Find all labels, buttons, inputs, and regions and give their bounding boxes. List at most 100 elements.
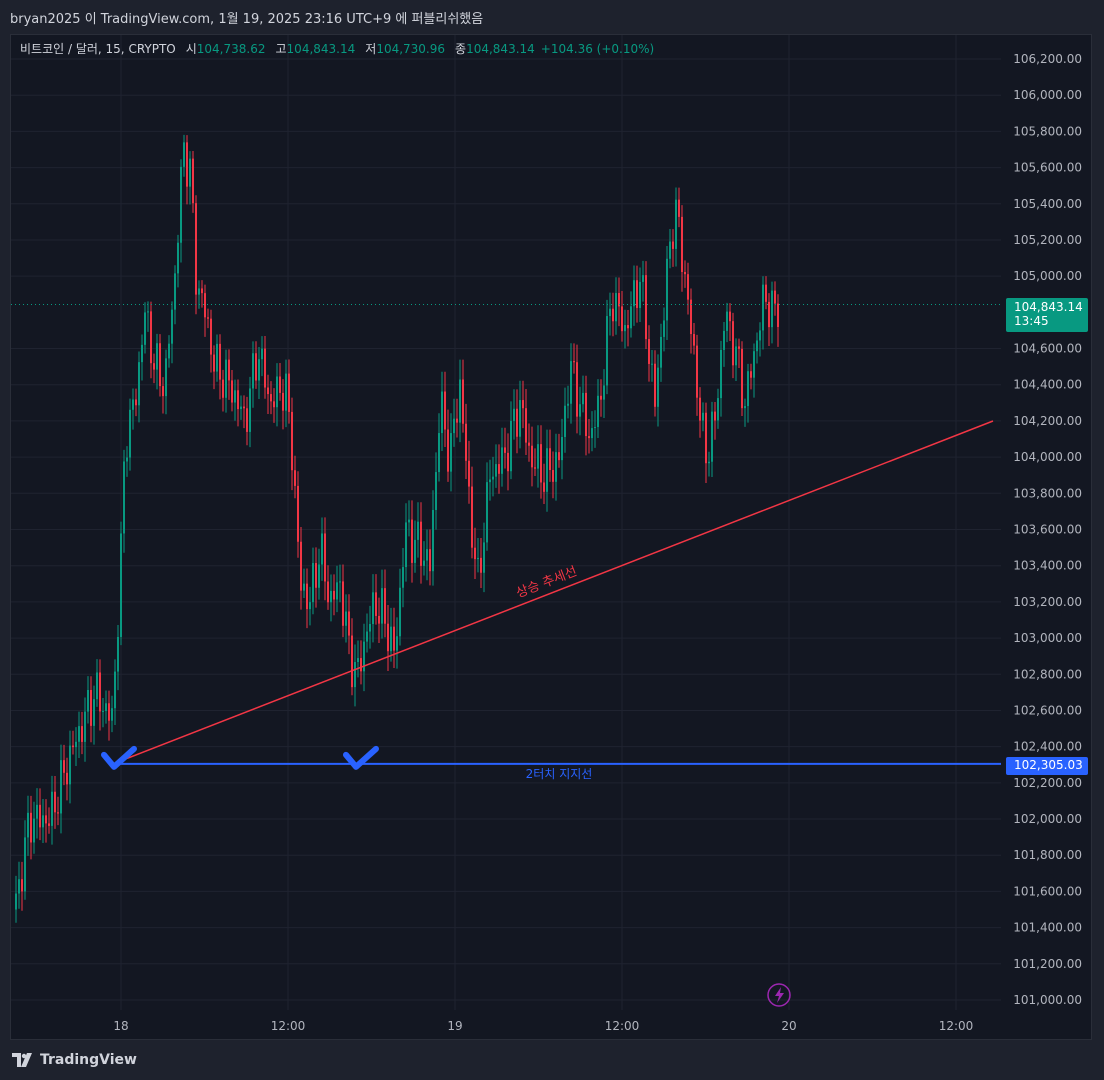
high-label: 고 — [275, 42, 287, 56]
grid-lines — [11, 35, 1001, 1010]
candle-body — [651, 363, 653, 365]
touch-check-icon — [101, 745, 137, 770]
candle-body — [558, 452, 560, 461]
candle-body — [189, 158, 191, 187]
candle-body — [480, 557, 482, 573]
candle-body — [627, 325, 629, 329]
candle-body — [519, 400, 521, 437]
candle-body — [585, 392, 587, 437]
candle-body — [159, 343, 161, 387]
price-axis[interactable]: 106,200.00 106,000.00 105,800.00 105,600.00… — [1013, 52, 1082, 1007]
candle-body — [276, 376, 278, 408]
candle-body — [153, 363, 155, 370]
candle-body — [378, 615, 380, 624]
price-tick-label: 103,400.00 — [1013, 559, 1082, 573]
candle-body — [714, 411, 716, 421]
candle-body — [138, 362, 140, 406]
candle-body — [549, 448, 551, 471]
candle-body — [21, 879, 23, 892]
candle-body — [354, 662, 356, 688]
publish-info: bryan2025 이 TradingView.com, 1월 19, 2025… — [0, 0, 1104, 34]
candle-body — [303, 583, 305, 591]
candle-body — [687, 274, 689, 300]
touch-check-icon — [343, 745, 379, 770]
candle-body — [405, 522, 407, 568]
candle-body — [270, 394, 272, 402]
candle-body — [318, 564, 320, 588]
candle-body — [381, 588, 383, 624]
candle-body — [693, 334, 695, 346]
time-tick-label: 12:00 — [605, 1019, 640, 1033]
candle-body — [453, 418, 455, 434]
candle-body — [675, 199, 677, 249]
price-tick-label: 104,600.00 — [1013, 342, 1082, 356]
candle-body — [27, 812, 29, 838]
price-tick-label: 101,400.00 — [1013, 921, 1082, 935]
price-tick-label: 101,200.00 — [1013, 957, 1082, 971]
candle-body — [465, 423, 467, 461]
lightning-icon[interactable] — [767, 983, 791, 1007]
time-axis[interactable]: 18 12:00 19 12:00 20 12:00 — [113, 1019, 973, 1033]
candle-body — [672, 241, 674, 249]
candle-body — [84, 711, 86, 742]
support-price-badge: 102,305.03 — [1006, 757, 1088, 775]
price-tick-label: 104,200.00 — [1013, 414, 1082, 428]
candle-body — [471, 486, 473, 548]
candle-body — [768, 301, 770, 328]
candle-body — [702, 412, 704, 421]
price-tick-label: 106,200.00 — [1013, 52, 1082, 66]
candle-body — [723, 330, 725, 350]
price-tick-label: 102,600.00 — [1013, 703, 1082, 717]
candle-body — [726, 311, 728, 331]
candle-body — [48, 823, 50, 826]
open-value: 104,738.62 — [196, 42, 266, 56]
candle-body — [630, 306, 632, 329]
candle-body — [228, 359, 230, 381]
candle-body — [561, 436, 563, 461]
tradingview-logo-text[interactable]: TradingView — [40, 1052, 137, 1068]
candle-body — [720, 349, 722, 399]
candle-body — [42, 815, 44, 828]
candle-body — [564, 405, 566, 437]
candle-body — [462, 379, 464, 424]
candle-body — [237, 390, 239, 410]
candle-body — [75, 741, 77, 748]
candle-body — [489, 479, 491, 483]
candle-body — [333, 590, 335, 600]
candle-body — [486, 482, 488, 543]
candle-body — [708, 461, 710, 464]
candle-body — [426, 549, 428, 561]
candle-body — [678, 199, 680, 217]
candle-body — [450, 433, 452, 472]
candle-body — [363, 641, 365, 672]
tradingview-logo-icon — [12, 1053, 32, 1067]
time-tick-label: 12:00 — [271, 1019, 306, 1033]
candle-body — [423, 560, 425, 566]
candle-body — [528, 442, 530, 446]
candle-body — [240, 406, 242, 410]
candle-body — [252, 353, 254, 389]
candle-body — [219, 343, 221, 380]
price-tick-label: 102,800.00 — [1013, 667, 1082, 681]
price-tick-label: 101,600.00 — [1013, 884, 1082, 898]
candle-body — [255, 353, 257, 381]
price-tick-label: 101,800.00 — [1013, 848, 1082, 862]
candle-body — [183, 142, 185, 167]
candle-body — [321, 533, 323, 565]
candle-body — [615, 293, 617, 322]
candle-body — [624, 325, 626, 332]
candle-body — [573, 361, 575, 363]
candle-body — [492, 476, 494, 480]
candle-body — [33, 818, 35, 843]
candle-body — [645, 275, 647, 340]
uptrend-line[interactable] — [112, 420, 994, 765]
candle-body — [579, 404, 581, 417]
candle-body — [510, 420, 512, 472]
candle-body — [348, 611, 350, 636]
symbol-name[interactable]: 비트코인 / 달러, 15, CRYPTO — [20, 42, 176, 56]
candle-body — [606, 316, 608, 386]
candle-body — [534, 467, 536, 469]
price-tick-label: 106,000.00 — [1013, 88, 1082, 102]
candle-body — [123, 461, 125, 534]
